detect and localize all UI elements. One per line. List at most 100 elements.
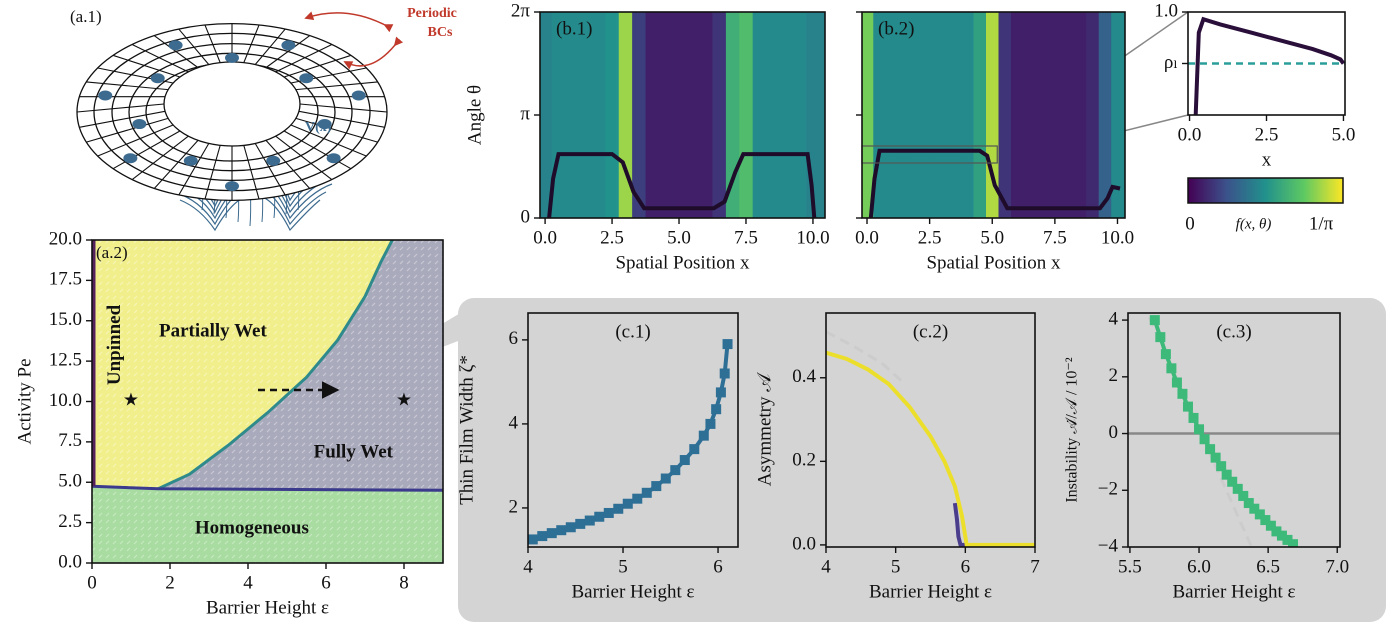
spoke: [290, 124, 367, 157]
panel-label: (c.2): [913, 321, 948, 342]
plot-area: [540, 12, 825, 218]
x-tick-label: 7.5: [1043, 227, 1067, 248]
y-axis-label: Thin Film Width ζ*: [456, 355, 477, 505]
y-tick-label: 1.0: [1154, 0, 1178, 21]
particle: [281, 40, 296, 51]
panel-label: (b.2): [878, 18, 914, 39]
particle: [123, 153, 138, 164]
heat-cell: [739, 12, 754, 218]
panel-label: (c.1): [615, 321, 650, 342]
data-point: [641, 487, 652, 498]
annotation: V(x): [305, 120, 332, 135]
data-point: [1221, 469, 1232, 480]
heat-cell: [632, 12, 647, 218]
heat-cell: [1073, 12, 1087, 218]
data-point: [632, 493, 643, 504]
heat-cell: [685, 12, 700, 218]
heat-cell: [1036, 12, 1050, 218]
x-tick-label: 5.0: [667, 227, 691, 248]
x-tick-label: 2.5: [600, 227, 624, 248]
y-tick-label: 17.5: [49, 269, 82, 290]
heat-cell: [1061, 12, 1075, 218]
annulus-diagram: (a.1) Periodic BCs V(x): [70, 6, 457, 232]
data-point: [1182, 401, 1193, 412]
spoke: [254, 143, 286, 195]
spoke: [275, 135, 332, 180]
y-tick-label: 2: [509, 496, 519, 517]
heat-cell: [712, 12, 727, 218]
plot-area: [528, 339, 733, 545]
spoke: [265, 35, 310, 69]
heat-cell: [699, 12, 713, 218]
x-tick-label: 6.5: [1256, 556, 1280, 577]
data-point: [1171, 377, 1182, 388]
x-tick-label: 10.0: [796, 227, 829, 248]
spoke: [275, 44, 332, 73]
panel-background: [458, 298, 1386, 622]
plot-frame: [527, 312, 739, 548]
data-point: [719, 368, 730, 379]
density-line: [868, 148, 1121, 218]
particle: [225, 52, 239, 63]
particle: [98, 90, 113, 101]
data-line: [952, 502, 966, 547]
data-point: [689, 444, 700, 455]
spoke: [295, 81, 378, 91]
x-tick-label: 0.0: [855, 227, 879, 248]
panel-label: (a.2): [96, 243, 128, 262]
x-axis-label: Barrier Height ε: [206, 597, 329, 618]
density-line: [547, 152, 817, 218]
y-tick-label: 0: [521, 206, 531, 227]
particle: [132, 119, 147, 130]
heat-cell: [898, 12, 912, 218]
heat-cell: [578, 12, 593, 218]
x-tick-label: 5.0: [980, 227, 1004, 248]
heat-cell: [672, 12, 687, 218]
data-point: [1232, 483, 1243, 494]
data-point: [546, 528, 557, 539]
y-tick-label: 0.2: [792, 450, 816, 471]
heat-cell: [792, 12, 807, 218]
spoke: [243, 145, 260, 199]
y-tick-label: 2π: [511, 0, 531, 21]
data-point: [1160, 349, 1171, 360]
particle: [299, 73, 314, 84]
y-tick-label: ρₗ: [1164, 52, 1178, 73]
x-tick-label: 7.0: [1325, 556, 1349, 577]
x-tick-label: 4: [821, 556, 831, 577]
heat-cell: [752, 12, 767, 218]
heat-cell: [973, 12, 987, 218]
phase-boundary: [157, 240, 394, 491]
y-tick-label: 0.0: [792, 533, 816, 554]
x-tick-label: 7.5: [734, 227, 758, 248]
data-point: [711, 404, 722, 415]
bc-arrow: [304, 11, 394, 33]
heat-cell: [910, 12, 924, 218]
annotation: BCs: [428, 25, 453, 40]
plot-area: [1188, 16, 1345, 115]
x-tick-label: 5.0: [1332, 124, 1356, 145]
annotation: Periodic: [407, 6, 457, 21]
data-point: [1260, 515, 1271, 526]
y-tick-label: 0.0: [58, 551, 82, 572]
colorbar-tick-label: 1/π: [1309, 213, 1334, 234]
x-tick-label: 2.5: [1255, 124, 1279, 145]
panel-label: (c.3): [1216, 321, 1251, 342]
x-axis-label: Barrier Height ε: [869, 581, 992, 602]
particle: [351, 90, 366, 101]
data-point: [1265, 520, 1276, 531]
panel-label: (b.1): [556, 18, 592, 39]
heat-cell: [591, 12, 606, 218]
data-point: [1177, 388, 1188, 399]
spoke: [97, 124, 174, 157]
plot-area: [826, 330, 1035, 547]
y-tick-label: 4: [1109, 308, 1119, 329]
data-point: [1149, 315, 1160, 326]
spoke: [178, 143, 210, 195]
data-point: [670, 465, 681, 476]
y-axis-label: Angle θ: [464, 85, 485, 145]
region-label: Partially Wet: [159, 320, 267, 341]
data-point: [1238, 490, 1249, 501]
data-line: [826, 350, 1035, 547]
